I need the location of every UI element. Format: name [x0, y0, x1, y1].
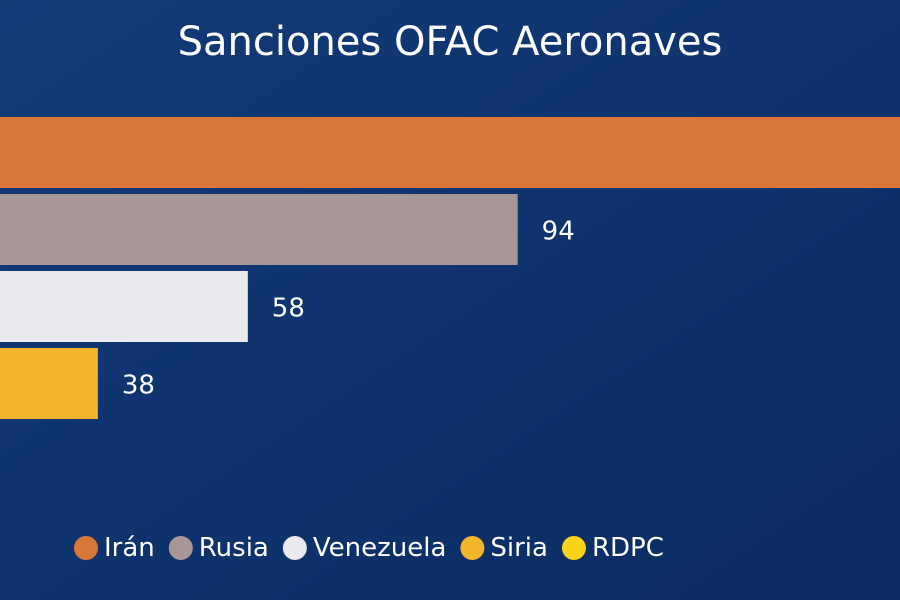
legend-label: Irán: [104, 533, 155, 563]
legend-marker: [561, 536, 586, 560]
chart-title: Sanciones OFAC Aeronaves: [178, 19, 723, 65]
bar: [0, 117, 900, 188]
value-label: 58: [272, 294, 305, 324]
value-label: 94: [542, 217, 575, 247]
legend-marker: [168, 536, 193, 560]
value-label: 38: [122, 371, 155, 401]
legend-label: Venezuela: [313, 533, 447, 563]
legend-label: RDPC: [592, 533, 664, 563]
legend-marker: [282, 536, 307, 560]
legend-label: Rusia: [199, 533, 269, 563]
bar: [0, 348, 98, 419]
legend-marker: [460, 536, 485, 560]
bar: [0, 194, 518, 265]
legend-marker: [74, 536, 98, 560]
bar: [0, 271, 248, 342]
legend-label: Siria: [490, 533, 548, 563]
